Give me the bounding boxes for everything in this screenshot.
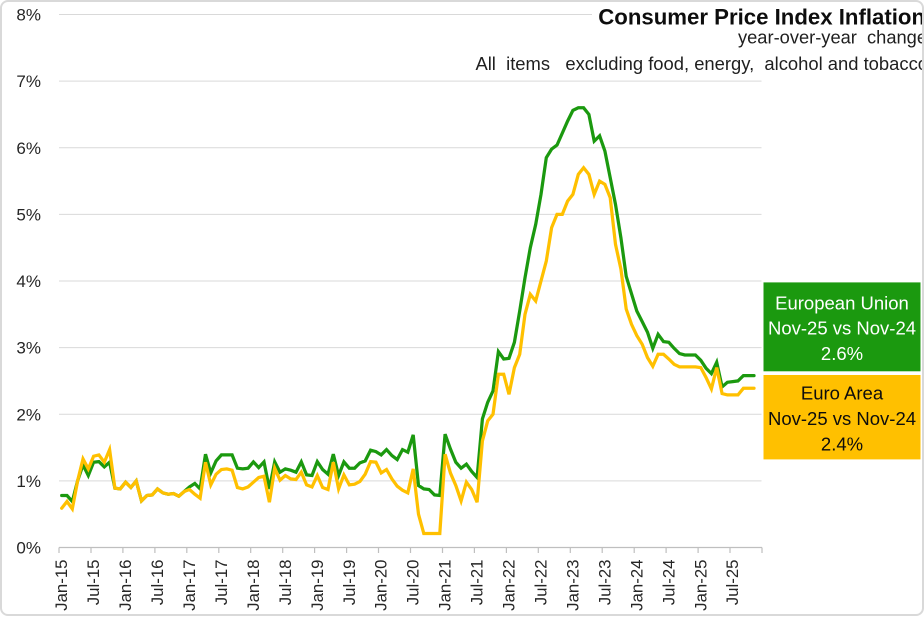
svg-text:Jan-20: Jan-20: [372, 560, 391, 611]
svg-text:Jul-24: Jul-24: [659, 560, 678, 606]
svg-text:Jul-25: Jul-25: [723, 560, 742, 606]
svg-text:Jul-19: Jul-19: [340, 560, 359, 606]
svg-text:Jul-17: Jul-17: [212, 560, 231, 606]
svg-text:8%: 8%: [16, 6, 41, 25]
svg-text:Jan-24: Jan-24: [627, 560, 646, 611]
svg-text:0%: 0%: [16, 539, 41, 558]
svg-text:1%: 1%: [16, 472, 41, 491]
svg-text:Jul-22: Jul-22: [532, 560, 551, 606]
svg-text:Nov-25 vs Nov-24: Nov-25 vs Nov-24: [768, 318, 916, 339]
svg-text:6%: 6%: [16, 139, 41, 158]
svg-text:Jan-21: Jan-21: [436, 560, 455, 611]
svg-text:2.6%: 2.6%: [821, 343, 863, 364]
svg-text:Jan-23: Jan-23: [563, 560, 582, 611]
svg-text:Jan-25: Jan-25: [691, 560, 710, 611]
svg-text:Jul-18: Jul-18: [276, 560, 295, 606]
svg-text:2%: 2%: [16, 405, 41, 424]
svg-text:year-over-year change: year-over-year change: [738, 27, 924, 48]
svg-text:2.4%: 2.4%: [821, 434, 863, 455]
svg-text:Jan-22: Jan-22: [500, 560, 519, 611]
svg-text:Euro Area: Euro Area: [801, 383, 884, 404]
svg-text:Consumer Price Index Inflation: Consumer Price Index Inflation: [598, 4, 924, 29]
svg-text:4%: 4%: [16, 272, 41, 291]
svg-text:Jan-19: Jan-19: [308, 560, 327, 611]
svg-text:7%: 7%: [16, 72, 41, 91]
svg-text:3%: 3%: [16, 339, 41, 358]
svg-text:Jan-17: Jan-17: [180, 560, 199, 611]
svg-text:Jul-23: Jul-23: [595, 560, 614, 606]
svg-text:European Union: European Union: [775, 293, 909, 314]
svg-text:Jul-16: Jul-16: [148, 560, 167, 606]
svg-text:Jul-15: Jul-15: [84, 560, 103, 606]
svg-text:Jan-15: Jan-15: [52, 560, 71, 611]
svg-text:Jul-20: Jul-20: [404, 560, 423, 606]
svg-text:Jan-18: Jan-18: [244, 560, 263, 611]
svg-text:Jul-21: Jul-21: [468, 560, 487, 606]
svg-text:Nov-25 vs Nov-24: Nov-25 vs Nov-24: [768, 408, 916, 429]
svg-text:Jan-16: Jan-16: [116, 560, 135, 611]
svg-text:All items excluding food, e: All items excluding food, energy, alcoho…: [475, 53, 924, 74]
svg-text:5%: 5%: [16, 205, 41, 224]
